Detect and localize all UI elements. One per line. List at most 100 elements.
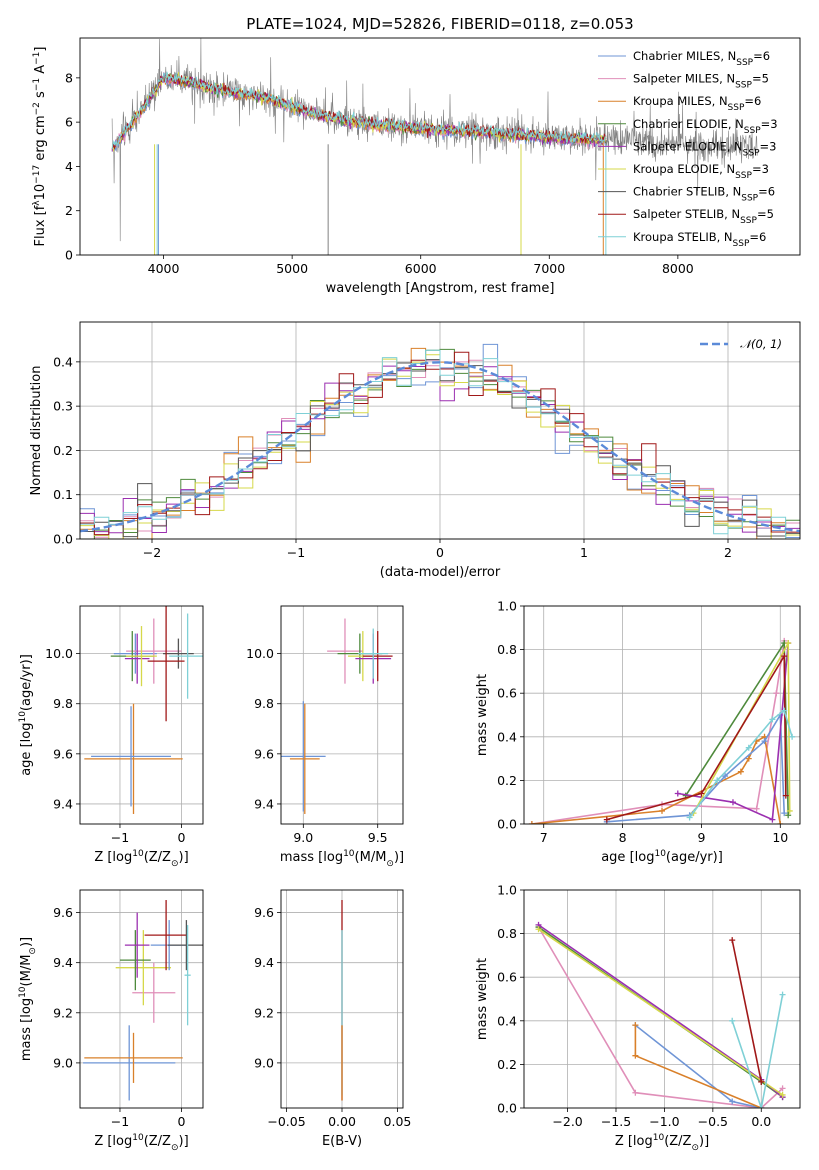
x-tick-label: 7000 [533, 261, 565, 276]
legend-label: Chabrier ELODIE, NSSP=3 [633, 117, 778, 136]
y-tick-label: 10.0 [45, 646, 73, 661]
y-axis-label-part: erg cm [33, 115, 48, 164]
axes-frame [79, 889, 204, 1109]
x-axis-label-part: )] [179, 1134, 189, 1149]
legend-label-part: Chabrier STELIB, N [633, 185, 741, 199]
x-tick-label: 6000 [405, 261, 437, 276]
panel-weight_vs_Z: −2.0 −1.5 −1.0 −0.5 0.0 0.0 0.2 0.4 0.6 0.8 1.0 Z [… [475, 883, 801, 1153]
y-tick-label: 9.4 [53, 796, 73, 811]
legend-label: Salpeter MILES, NSSP=5 [633, 72, 769, 91]
y-tick-label: 9.8 [254, 696, 274, 711]
error-bar-point [147, 606, 185, 722]
weight-marker [659, 807, 665, 814]
error-bar-point [169, 613, 203, 699]
x-axis-label-part: mass [log [280, 850, 343, 865]
legend-label-part: Salpeter STELIB, N [633, 207, 740, 221]
x-tick-label: 9.0 [293, 830, 313, 845]
x-tick-label: 7 [540, 830, 548, 845]
y-axis-label-part: (M/M [19, 955, 34, 987]
y-tick-label: 0.2 [53, 443, 73, 458]
y-axis-label-part: mass [log [19, 998, 34, 1061]
y-axis-label-part: A [33, 65, 48, 78]
legend-label: Kroupa MILES, NSSP=6 [633, 94, 761, 113]
legend-label-part: Kroupa STELIB, N [633, 230, 733, 244]
axes-frame [79, 605, 204, 825]
legend-label-part: SSP [740, 216, 757, 226]
y-axis-label-part: ⊙ [28, 947, 38, 955]
legend-label-part: =6 [758, 185, 775, 199]
y-tick-label: 9.6 [53, 905, 73, 920]
y-tick-label: 9.2 [254, 1005, 274, 1020]
legend-label-part: Salpeter ELODIE, N [633, 139, 743, 153]
panel-age_vs_Z: −1 09.49.69.810.0Z [log10(Z/Z⊙)]age [log1… [18, 605, 204, 869]
y-tick-label: 0.8 [497, 926, 517, 941]
legend-label-part: =3 [761, 117, 778, 131]
y-tick-label: 0.6 [497, 970, 517, 985]
y-axis-label-part: 10 [18, 986, 28, 998]
error-bar-point [115, 930, 172, 1006]
error-bar-point [362, 631, 393, 682]
x-axis-label-part: 10 [653, 1133, 665, 1143]
x-tick-label: −2 [143, 545, 161, 560]
legend-label-part: SSP [743, 148, 760, 158]
x-axis-label-part: ⊙ [386, 859, 394, 869]
x-axis-label-part: ⊙ [171, 1143, 179, 1153]
x-tick-label: 8 [619, 830, 627, 845]
x-axis-label-part: (Z/Z [664, 1134, 691, 1149]
legend-label: Salpeter ELODIE, NSSP=3 [633, 139, 776, 158]
weight-marker [686, 814, 693, 821]
weight-marker [781, 653, 788, 660]
legend-label-part: Kroupa ELODIE, N [633, 162, 735, 176]
x-axis-label-part: (M/M [355, 850, 387, 865]
y-axis-label-part: 10 [33, 184, 48, 201]
y-tick-label: 9.6 [254, 746, 274, 761]
panel-mass_vs_ebv: −0.05 0.00 0.05 9.0 9.2 9.4 9.6 E(B-V) [254, 889, 411, 1149]
x-tick-label: −1.5 [601, 1114, 631, 1129]
legend-label-part: SSP [736, 58, 753, 68]
error-bar-point [184, 925, 191, 1026]
x-axis-label: Z [log10(Z/Z⊙)] [94, 849, 188, 869]
axes-frame [79, 321, 801, 540]
weight-marker [779, 991, 786, 998]
error-bar-point [84, 703, 183, 814]
x-tick-label: 8000 [662, 261, 694, 276]
plot-area [83, 900, 203, 1101]
x-axis-label-part: 10 [343, 849, 355, 859]
x-tick-label: 0.00 [328, 1114, 356, 1129]
error-bar-point [91, 706, 172, 807]
legend-label-part: =3 [752, 162, 769, 176]
x-axis-label: wavelength [Angstrom, rest frame] [326, 281, 555, 296]
weight-series [731, 939, 763, 1082]
y-tick-label: 0 [65, 248, 73, 263]
error-bar-point [144, 900, 188, 971]
weight-marker [737, 768, 744, 775]
x-tick-label: 10 [772, 830, 788, 845]
y-tick-label: 0.8 [497, 642, 517, 657]
legend-label-part: SSP [735, 171, 752, 181]
x-axis-label-part: Z [log [94, 850, 132, 865]
y-tick-label: 0.2 [497, 773, 517, 788]
x-axis-label-part: (age/yr)] [666, 850, 723, 865]
y-tick-label: 0.4 [497, 729, 517, 744]
x-axis-label-part: ⊙ [691, 1143, 699, 1153]
weight-marker [758, 1078, 765, 1085]
x-tick-label: 0 [436, 545, 444, 560]
weight-series [538, 928, 784, 1096]
gaussian-curve [80, 361, 800, 533]
y-tick-label: 9.6 [53, 746, 73, 761]
error-bar-point [83, 1025, 176, 1101]
y-axis-label-part: ] [33, 47, 48, 52]
weight-marker [729, 1098, 736, 1105]
legend-label-part: =6 [744, 94, 761, 108]
weight-marker [789, 733, 796, 740]
plot-area [84, 606, 203, 814]
y-tick-label: 0.0 [53, 532, 73, 547]
weight-marker [779, 1091, 786, 1098]
weight-marker [782, 792, 789, 799]
y-axis-label-part: s [33, 91, 48, 102]
y-axis-label-part: −1 [32, 78, 42, 91]
weight-marker [632, 1089, 639, 1096]
error-bar-point [132, 962, 176, 1023]
